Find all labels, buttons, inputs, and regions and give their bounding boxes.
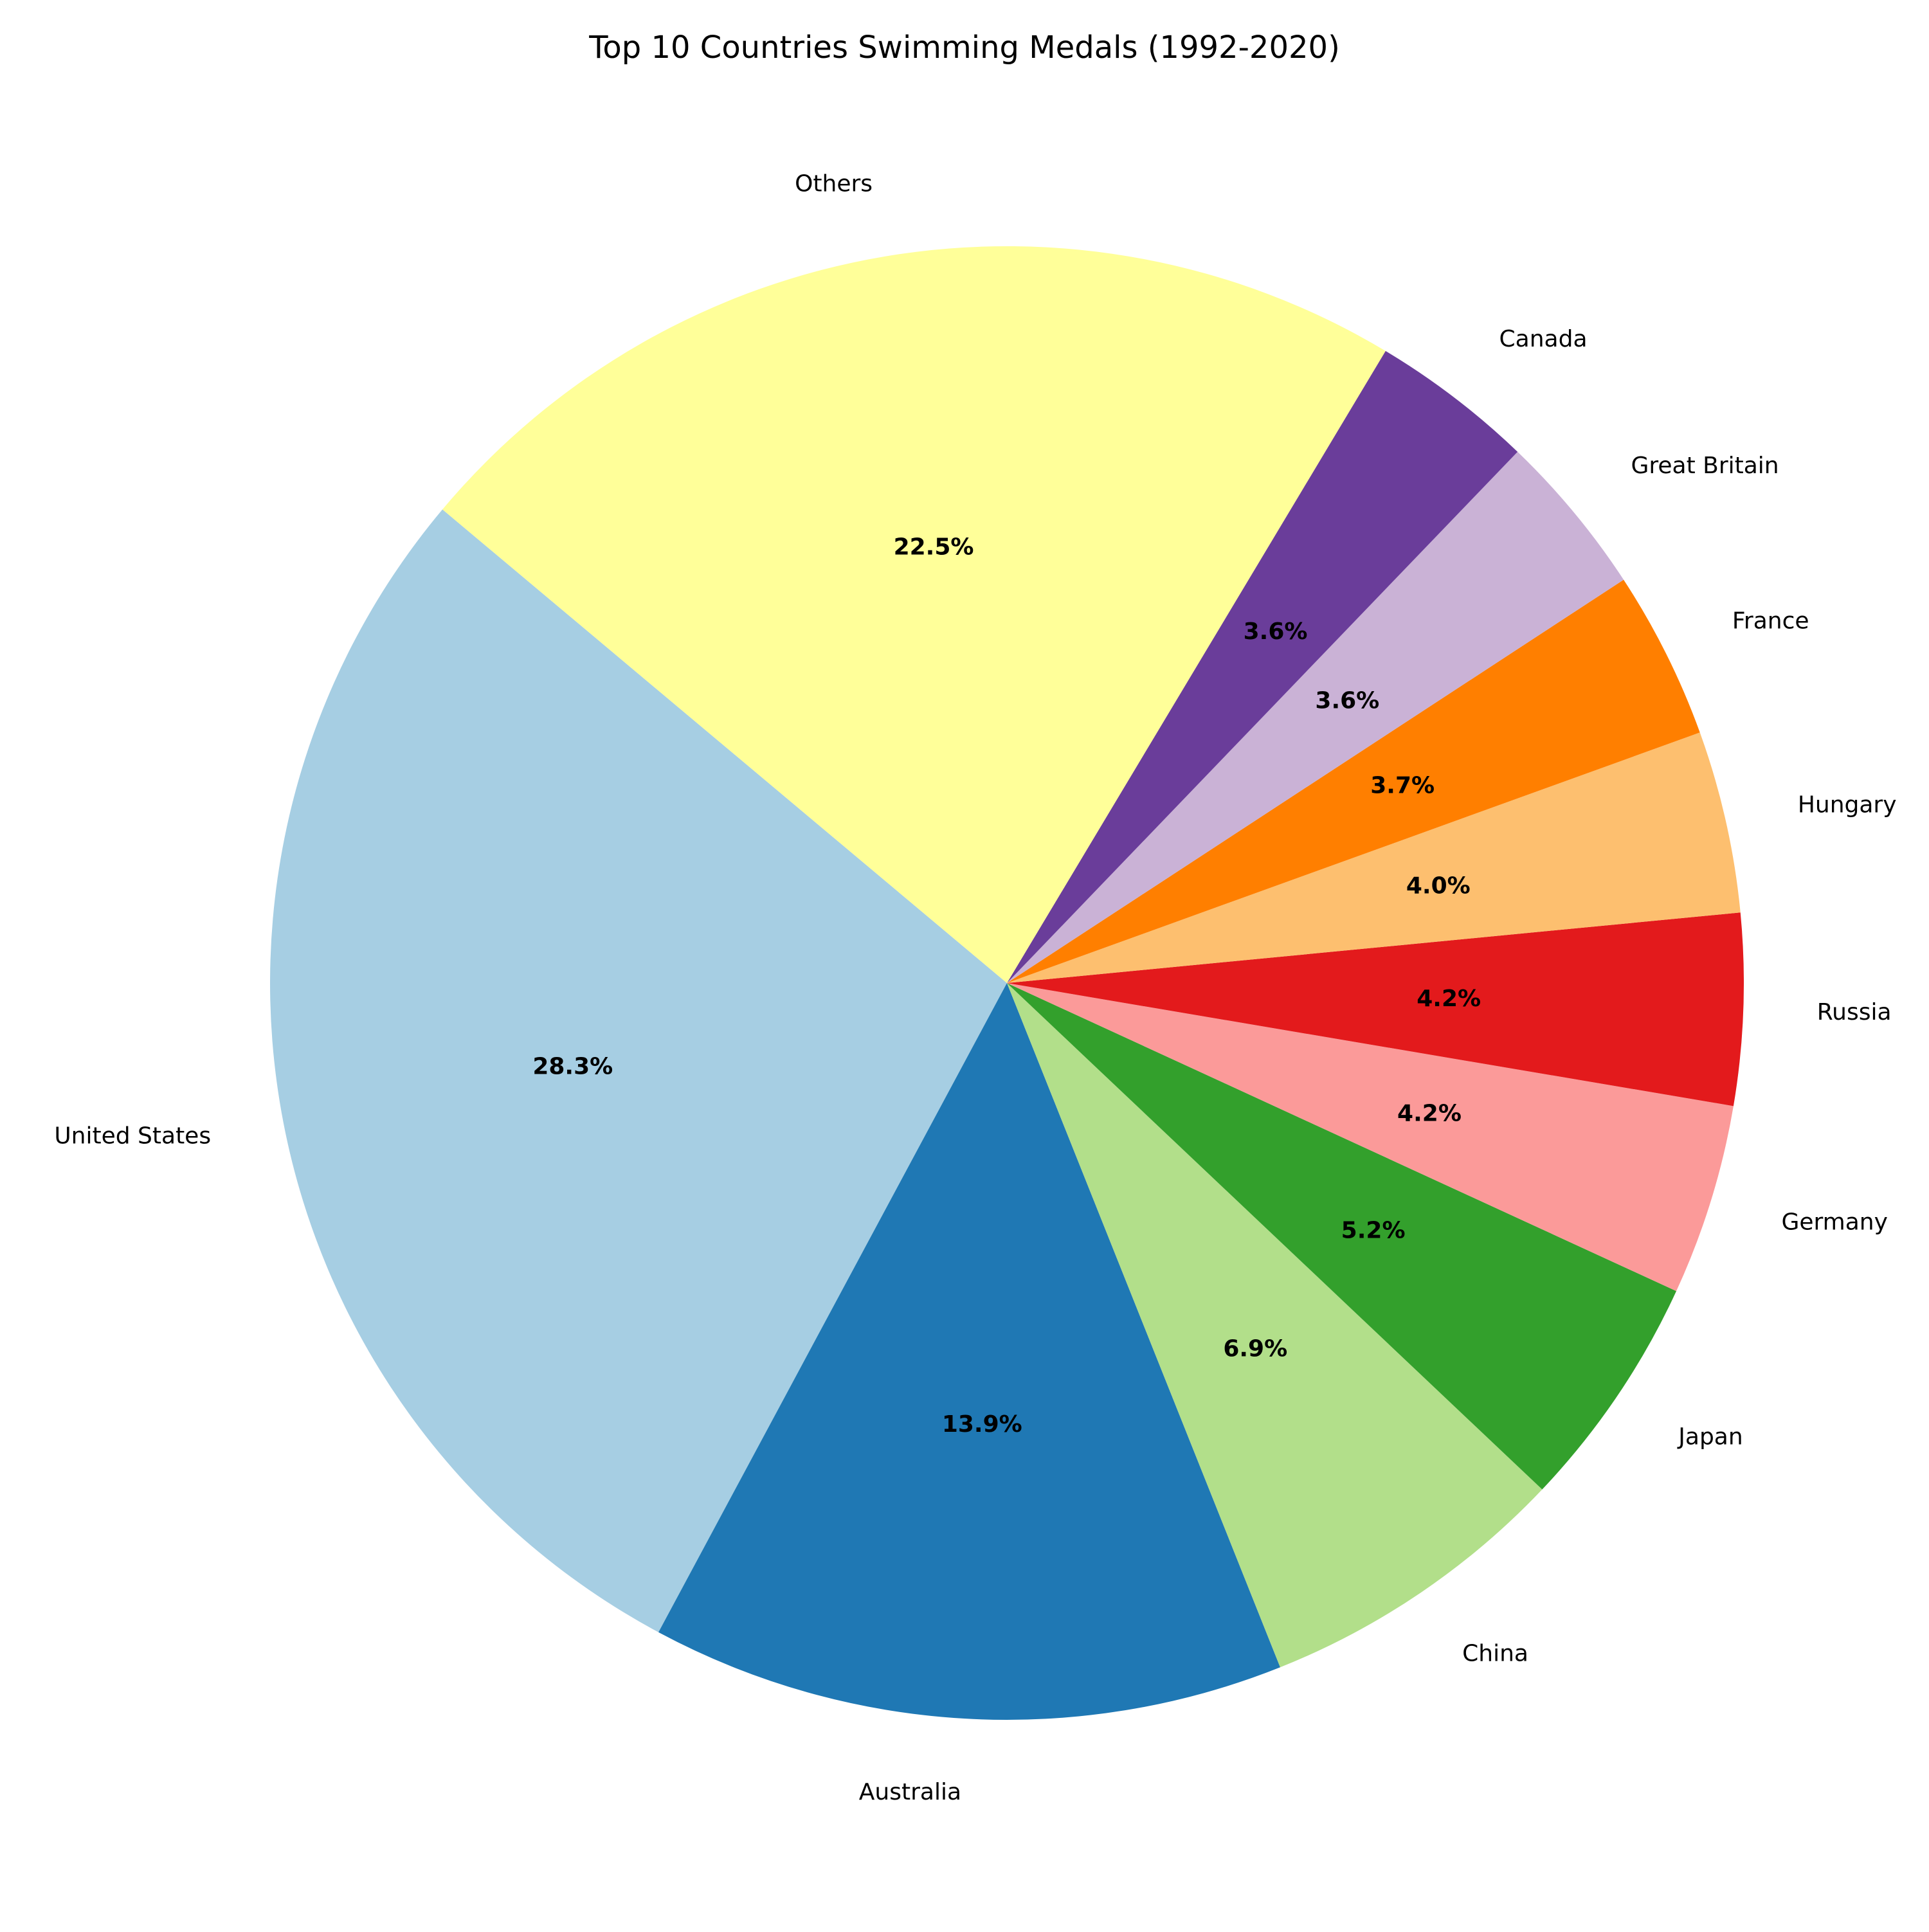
slice-label-japan: Japan <box>1677 1424 1743 1450</box>
labels-layer: United States 28.3% Australia 13.9% China 6.9… <box>54 170 1896 1805</box>
pie-slice-hungary <box>1007 732 1741 983</box>
pie-slice-china <box>1007 983 1543 1668</box>
pie-slice-france <box>1007 579 1700 983</box>
slice-percent-china: 6.9% <box>1223 1335 1287 1362</box>
chart-title: Top 10 Countries Swimming Medals (1992-2… <box>588 30 1340 66</box>
slice-percent-great-britain: 3.6% <box>1315 688 1379 714</box>
slice-label-others: Others <box>795 170 873 197</box>
pie-slice-russia <box>1007 912 1744 1106</box>
slice-label-united-states: United States <box>54 1123 211 1150</box>
pie-slice-great-britain <box>1007 451 1624 983</box>
slices-layer <box>270 246 1744 1720</box>
slice-label-china: China <box>1462 1640 1528 1666</box>
slice-label-canada: Canada <box>1499 326 1588 352</box>
pie-slice-others <box>442 246 1386 983</box>
slice-label-russia: Russia <box>1817 999 1892 1025</box>
slice-percent-germany: 4.2% <box>1397 1100 1462 1126</box>
slice-percent-others: 22.5% <box>894 534 974 560</box>
slice-percent-hungary: 4.0% <box>1406 872 1471 899</box>
slice-percent-russia: 4.2% <box>1417 986 1481 1012</box>
slice-percent-japan: 5.2% <box>1341 1218 1406 1244</box>
slice-percent-canada: 3.6% <box>1244 618 1308 645</box>
pie-slice-united-states <box>270 509 1007 1632</box>
slice-percent-united-states: 28.3% <box>532 1053 613 1079</box>
slice-label-hungary: Hungary <box>1798 792 1897 818</box>
slice-label-germany: Germany <box>1781 1209 1887 1235</box>
pie-slice-germany <box>1007 983 1734 1292</box>
slice-percent-australia: 13.9% <box>942 1411 1022 1438</box>
slice-label-france: France <box>1732 608 1809 634</box>
slice-label-australia: Australia <box>859 1779 961 1805</box>
pie-slice-japan <box>1007 983 1677 1490</box>
slice-percent-france: 3.7% <box>1370 772 1435 799</box>
pie-slice-australia <box>658 983 1280 1720</box>
pie-slice-canada <box>1007 350 1518 983</box>
slice-label-great-britain: Great Britain <box>1631 453 1779 479</box>
